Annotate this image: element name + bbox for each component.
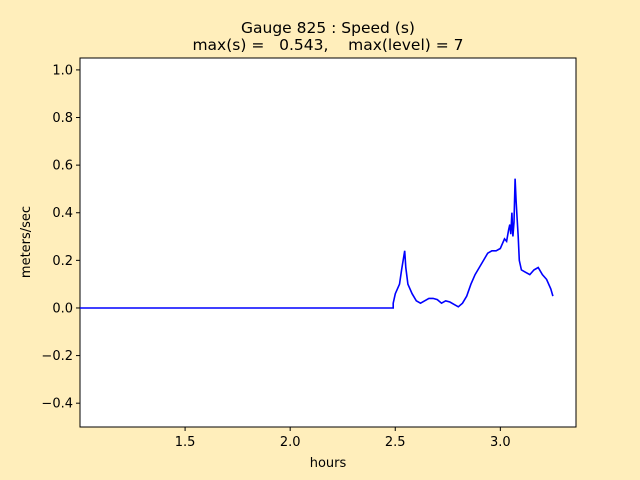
- chart-subtitle: max(s) = 0.543, max(level) = 7: [192, 36, 463, 54]
- speed-series-line: [80, 178, 554, 309]
- y-tick-label: 0.0: [52, 301, 73, 316]
- plot-area: [79, 57, 577, 428]
- x-tick-label: 2.5: [385, 435, 406, 450]
- y-axis: −0.4 −0.2 0.0 0.2 0.4 0.6 0.8 1.0: [41, 63, 80, 412]
- x-axis: 1.5 2.0 2.5 3.0: [175, 427, 511, 450]
- y-tick-label: 1.0: [52, 63, 73, 78]
- y-tick-label: 0.2: [52, 254, 73, 269]
- y-tick-label: 0.4: [52, 206, 73, 221]
- chart-title: Gauge 825 : Speed (s): [241, 19, 415, 37]
- y-axis-label: meters/sec: [19, 206, 34, 278]
- x-tick-label: 2.0: [280, 435, 301, 450]
- x-tick-label: 1.5: [175, 435, 196, 450]
- y-tick-label: −0.2: [41, 349, 73, 364]
- y-tick-label: −0.4: [41, 397, 73, 412]
- y-tick-label: 0.6: [52, 159, 73, 174]
- y-tick-label: 0.8: [52, 111, 73, 126]
- x-axis-label: hours: [310, 456, 347, 471]
- x-tick-label: 3.0: [490, 435, 511, 450]
